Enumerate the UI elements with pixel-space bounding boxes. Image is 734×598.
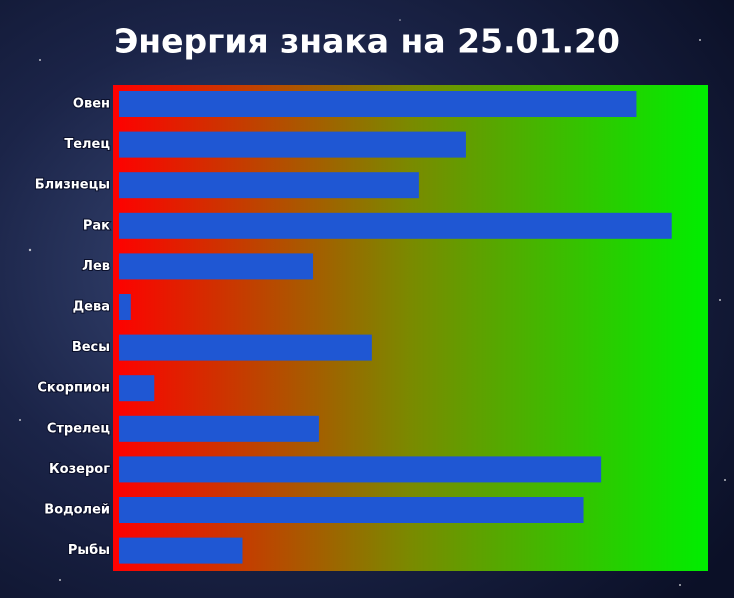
- bar: [119, 212, 672, 239]
- bar: [119, 294, 131, 320]
- bar: [119, 172, 419, 199]
- y-tick-label: Лев: [82, 259, 110, 274]
- stars: [19, 19, 726, 586]
- y-tick-label: Дева: [73, 300, 110, 315]
- y-tick-label: Рак: [83, 218, 110, 233]
- chart-title: Энергия знака на 25.01.20: [114, 22, 620, 61]
- y-tick-label: Близнецы: [35, 178, 110, 193]
- bar: [119, 415, 319, 442]
- bar: [119, 456, 602, 483]
- bar: [119, 375, 155, 402]
- y-tick-label: Рыбы: [68, 543, 110, 558]
- y-tick-label: Весы: [72, 340, 110, 355]
- bar: [119, 537, 243, 564]
- y-tick-label: Скорпион: [37, 381, 110, 396]
- y-tick-label: Козерог: [49, 462, 110, 477]
- bar: [119, 497, 584, 523]
- y-tick-label: Овен: [73, 97, 110, 112]
- bar: [119, 253, 314, 280]
- y-tick-label: Водолей: [44, 503, 110, 518]
- y-tick-label: Телец: [64, 137, 110, 152]
- bar: [119, 91, 637, 117]
- bar: [119, 334, 372, 361]
- plot-area: [113, 85, 708, 571]
- y-tick-label: Стрелец: [47, 421, 111, 436]
- bar: [119, 131, 466, 158]
